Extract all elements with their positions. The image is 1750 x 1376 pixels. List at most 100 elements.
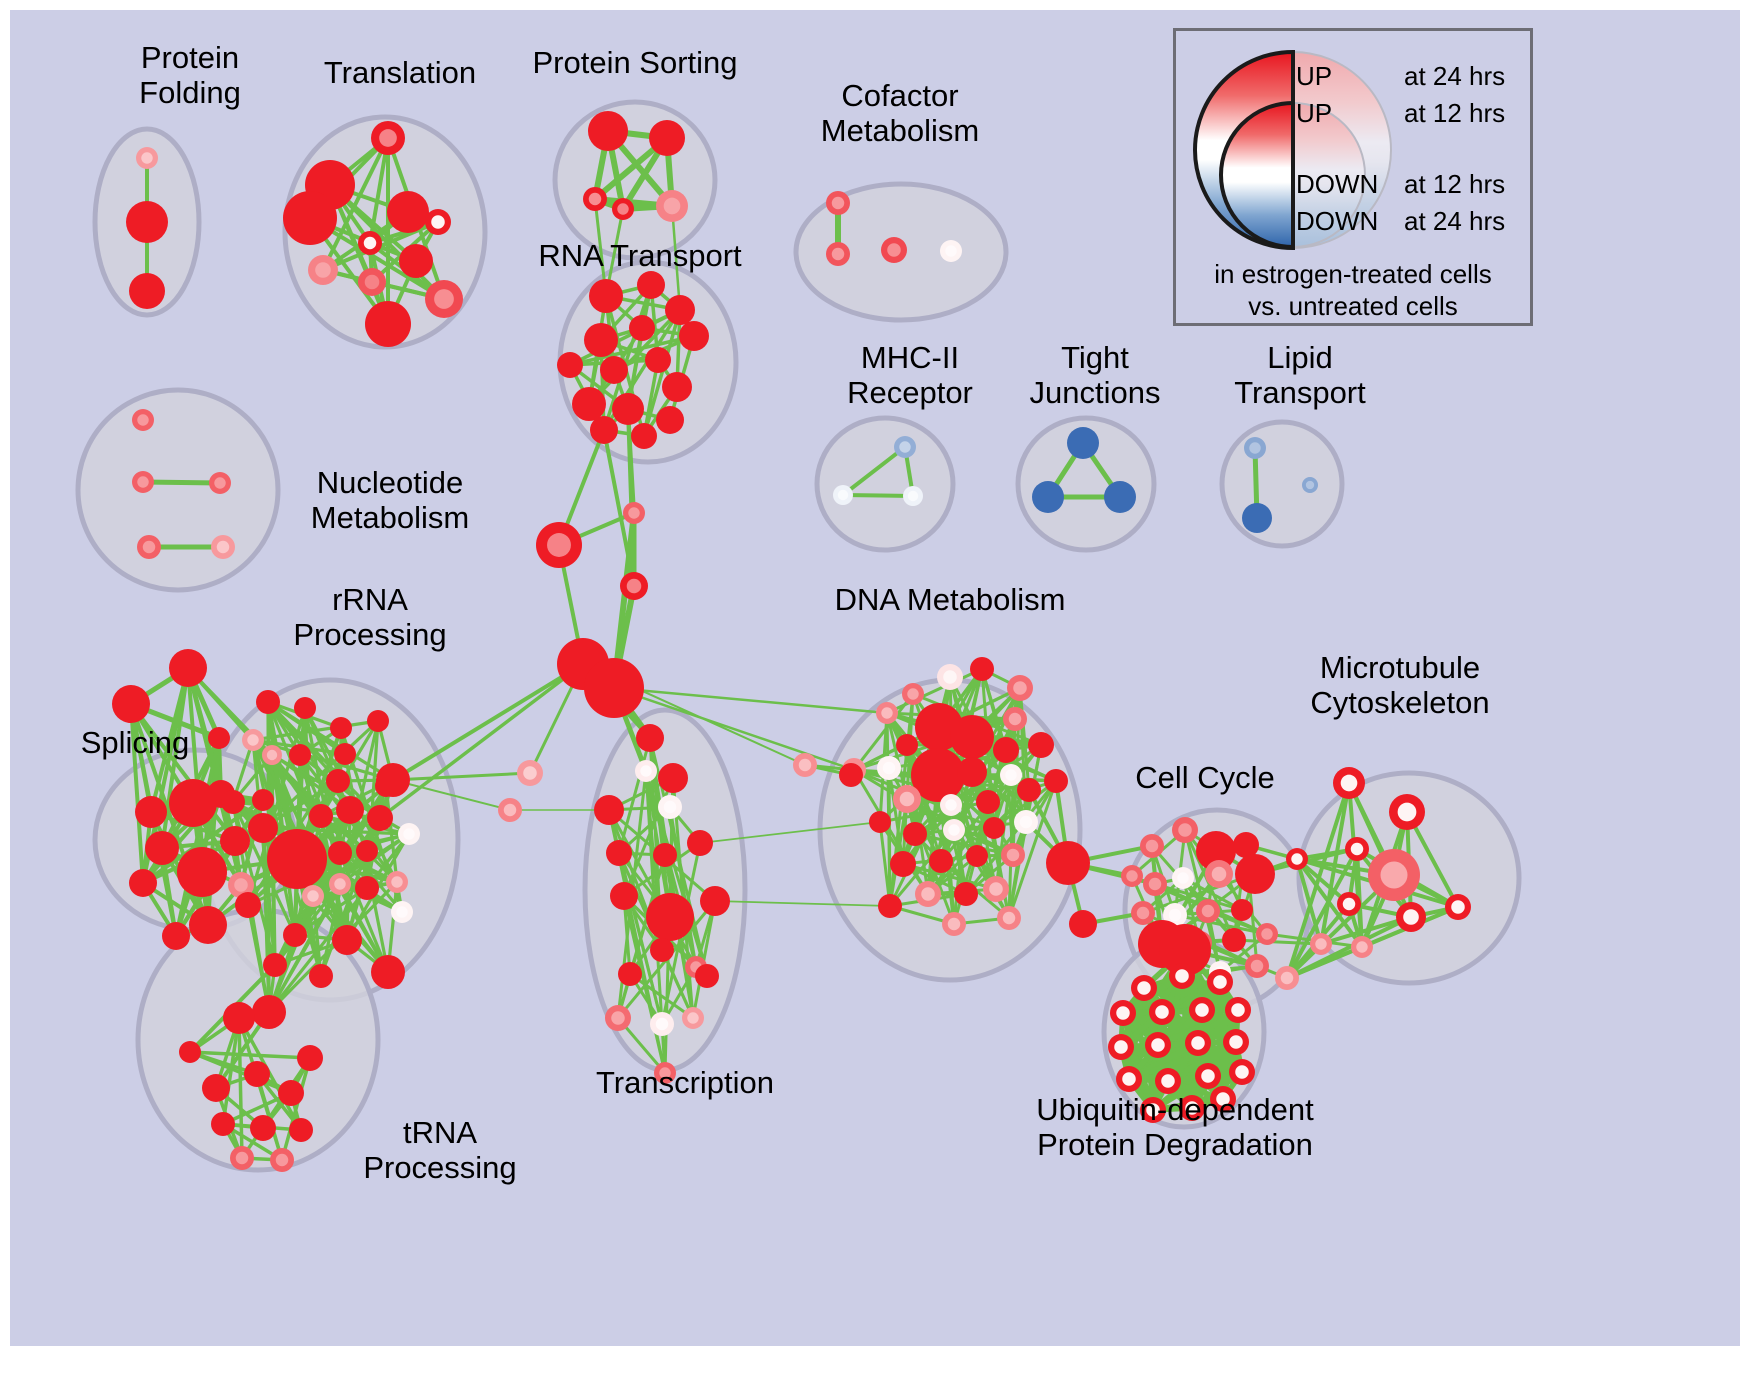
network-node[interactable] [826,191,850,215]
network-node[interactable] [896,734,918,756]
network-node[interactable] [610,882,638,910]
network-node[interactable] [1000,764,1022,786]
network-node[interactable] [881,237,907,263]
network-node[interactable] [1244,437,1266,459]
network-node[interactable] [583,187,607,211]
network-node[interactable] [252,789,274,811]
network-node[interactable] [1032,481,1064,513]
network-node[interactable] [267,829,327,889]
network-node[interactable] [398,823,420,845]
network-node[interactable] [957,757,987,787]
network-node[interactable] [220,826,250,856]
network-node[interactable] [1231,899,1253,921]
network-node[interactable] [1003,707,1027,731]
network-node[interactable] [1256,923,1278,945]
network-node[interactable] [365,301,411,347]
network-node[interactable] [270,1148,294,1172]
network-node[interactable] [1368,849,1420,901]
network-node[interactable] [656,190,688,222]
network-node[interactable] [386,871,408,893]
network-node[interactable] [1155,1068,1181,1094]
network-node[interactable] [636,724,664,752]
network-node[interactable] [326,769,350,793]
network-node[interactable] [1121,865,1143,887]
network-node[interactable] [235,892,261,918]
network-node[interactable] [169,779,217,827]
network-node[interactable] [623,502,645,524]
network-node[interactable] [336,796,364,824]
network-node[interactable] [700,886,730,916]
network-node[interactable] [132,471,154,493]
network-node[interactable] [1222,928,1246,952]
network-node[interactable] [650,1012,674,1036]
network-node[interactable] [1143,872,1167,896]
network-node[interactable] [211,1112,235,1136]
network-node[interactable] [256,690,280,714]
network-node[interactable] [653,843,677,867]
network-node[interactable] [230,1146,254,1170]
network-node[interactable] [1345,837,1369,861]
network-node[interactable] [252,995,286,1029]
network-node[interactable] [1196,899,1220,923]
network-node[interactable] [588,111,628,151]
network-node[interactable] [517,760,543,786]
network-node[interactable] [682,1007,704,1029]
network-node[interactable] [329,873,351,895]
network-node[interactable] [1286,848,1308,870]
network-node[interactable] [367,710,389,732]
network-node[interactable] [330,717,352,739]
network-node[interactable] [940,240,962,262]
network-node[interactable] [1149,999,1175,1025]
network-node[interactable] [221,790,245,814]
network-node[interactable] [662,372,692,402]
network-node[interactable] [1131,975,1157,1001]
network-node[interactable] [189,906,227,944]
network-node[interactable] [1044,769,1068,793]
network-node[interactable] [890,851,916,877]
network-node[interactable] [658,763,688,793]
network-node[interactable] [145,831,179,865]
network-node[interactable] [793,753,817,777]
network-node[interactable] [283,923,307,947]
network-node[interactable] [584,658,644,718]
network-node[interactable] [937,664,963,690]
network-node[interactable] [1229,1059,1255,1085]
network-node[interactable] [308,255,338,285]
network-node[interactable] [878,894,902,918]
network-node[interactable] [1046,841,1090,885]
network-node[interactable] [289,1118,313,1142]
network-node[interactable] [1001,843,1025,867]
network-node[interactable] [358,268,386,296]
network-node[interactable] [665,295,695,325]
network-node[interactable] [942,912,966,936]
network-node[interactable] [687,830,713,856]
network-node[interactable] [425,209,451,235]
network-node[interactable] [1067,427,1099,459]
network-node[interactable] [355,876,379,900]
network-node[interactable] [826,242,850,266]
network-node[interactable] [976,790,1000,814]
network-node[interactable] [202,1074,230,1102]
network-node[interactable] [209,472,231,494]
network-node[interactable] [572,387,606,421]
network-node[interactable] [1396,902,1426,932]
network-node[interactable] [658,795,682,819]
network-node[interactable] [112,685,150,723]
network-node[interactable] [618,962,642,986]
network-node[interactable] [940,794,962,816]
network-node[interactable] [1445,894,1471,920]
network-node[interactable] [371,955,405,989]
network-node[interactable] [309,964,333,988]
network-node[interactable] [1275,966,1299,990]
network-node[interactable] [278,1080,304,1106]
network-node[interactable] [536,522,582,568]
network-node[interactable] [1207,969,1233,995]
network-node[interactable] [929,849,953,873]
network-node[interactable] [600,356,628,384]
network-node[interactable] [1235,854,1275,894]
network-node[interactable] [954,882,978,906]
network-node[interactable] [328,841,352,865]
network-node[interactable] [833,485,853,505]
network-node[interactable] [839,763,863,787]
network-node[interactable] [1245,954,1269,978]
